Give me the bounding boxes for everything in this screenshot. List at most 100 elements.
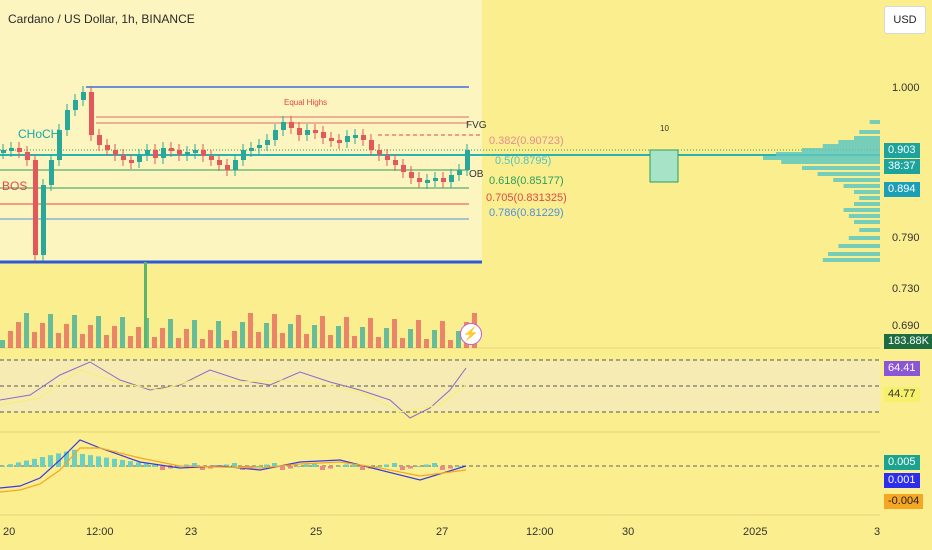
volume-bar xyxy=(88,325,93,348)
macd-histogram-bar xyxy=(152,464,157,467)
volume-profile-bar xyxy=(776,152,880,156)
macd-histogram-bar xyxy=(344,464,349,467)
candle-body xyxy=(137,155,142,162)
volume-bar xyxy=(80,334,85,348)
volume-bar xyxy=(392,319,397,348)
candle-body xyxy=(257,145,262,148)
candle-body xyxy=(97,135,102,145)
fib-level-label: 0.382(0.90723) xyxy=(489,135,564,147)
candle-body xyxy=(353,135,358,138)
volume-bar xyxy=(424,339,429,348)
volume-bar xyxy=(264,323,269,348)
candle-body xyxy=(193,150,198,153)
macd-histogram-bar xyxy=(432,463,437,467)
bar-count-marker: 10 xyxy=(660,124,669,133)
volume-bar xyxy=(40,323,45,348)
candle-body xyxy=(425,180,430,183)
macd-histogram-bar xyxy=(376,466,381,467)
volume-bar xyxy=(384,328,389,348)
candle-body xyxy=(401,165,406,172)
candle-body xyxy=(73,100,78,110)
macd-histogram-bar xyxy=(96,456,101,467)
macd-histogram-bar xyxy=(288,466,293,469)
time-axis-label: 2025 xyxy=(743,526,768,538)
volume-profile-bar xyxy=(859,228,880,232)
candle-body xyxy=(369,140,374,150)
candle-body xyxy=(105,145,110,150)
volume-bar xyxy=(344,317,349,348)
macd-histogram-bar xyxy=(0,466,5,467)
volume-bar xyxy=(112,326,117,348)
candle-body xyxy=(1,150,6,153)
time-axis-label: 12:00 xyxy=(86,526,114,538)
time-axis-label: 3 xyxy=(874,526,881,538)
volume-bar xyxy=(376,337,381,348)
symbol-title: Cardano / US Dollar, 1h, BINANCE xyxy=(8,12,195,26)
volume-profile-bar xyxy=(802,148,880,152)
volume-bar xyxy=(232,331,237,348)
macd-histogram-bar xyxy=(104,457,109,467)
volume-bar xyxy=(456,331,461,348)
volume-bar xyxy=(432,330,437,348)
candle-body xyxy=(233,160,238,170)
volume-bar xyxy=(168,319,173,348)
lightning-icon[interactable]: ⚡ xyxy=(460,323,482,345)
volume-value-tag: 183.88K xyxy=(884,334,932,349)
candle-body xyxy=(409,172,414,178)
macd-histogram-bar xyxy=(256,466,261,467)
candle-body xyxy=(33,160,38,255)
candle-body xyxy=(153,150,158,158)
volume-bar xyxy=(224,340,229,348)
candle-body xyxy=(465,150,470,170)
volume-profile-bar xyxy=(848,214,880,218)
volume-profile-bar xyxy=(802,166,880,170)
macd-histogram-bar xyxy=(16,462,21,467)
volume-bar xyxy=(48,314,53,348)
macd-histogram-bar xyxy=(456,466,461,467)
macd-histogram-bar xyxy=(72,449,77,467)
volume-bar xyxy=(24,313,29,348)
volume-bar xyxy=(104,335,109,348)
history-shade xyxy=(0,0,482,262)
macd-histogram-bar xyxy=(40,457,45,467)
currency-button[interactable]: USD xyxy=(884,6,926,34)
macd-histogram-bar xyxy=(112,458,117,467)
volume-bar xyxy=(400,338,405,348)
price-axis-label: 0.790 xyxy=(892,232,920,244)
macd-histogram-bar xyxy=(360,466,365,470)
macd-histogram-tag: 0.005 xyxy=(884,455,920,470)
candle-body xyxy=(321,132,326,138)
candle-body xyxy=(249,148,254,151)
time-axis-label: 27 xyxy=(436,526,449,538)
macd-histogram-bar xyxy=(448,466,453,469)
volume-profile-bar xyxy=(843,184,880,188)
volume-bar xyxy=(312,325,317,348)
candle-body xyxy=(329,138,334,141)
candle-body xyxy=(121,155,126,160)
rsi-ma-tag: 44.77 xyxy=(884,387,920,402)
volume-bar xyxy=(200,339,205,348)
candle-body xyxy=(417,178,422,182)
candle-body xyxy=(89,92,94,135)
volume-bar xyxy=(336,326,341,348)
macd-histogram-bar xyxy=(144,463,149,467)
volume-profile-bar xyxy=(817,172,880,176)
candle-body xyxy=(289,122,294,128)
macd-histogram-bar xyxy=(128,461,133,467)
time-axis-label: 25 xyxy=(310,526,323,538)
candle-body xyxy=(313,130,318,133)
fib-level-label: 0.705(0.831325) xyxy=(486,192,567,204)
volume-bar xyxy=(128,336,133,348)
volume-bar xyxy=(272,314,277,348)
fib-level-label: 0.5(0.8795) xyxy=(495,155,552,167)
volume-bar xyxy=(136,327,141,348)
candle-body xyxy=(225,165,230,170)
volume-bar xyxy=(184,329,189,348)
candle-body xyxy=(145,150,150,155)
price-axis-label: 0.730 xyxy=(892,283,920,295)
macd-histogram-bar xyxy=(224,464,229,467)
candle-body xyxy=(25,152,30,160)
volume-profile-bar xyxy=(859,196,880,200)
